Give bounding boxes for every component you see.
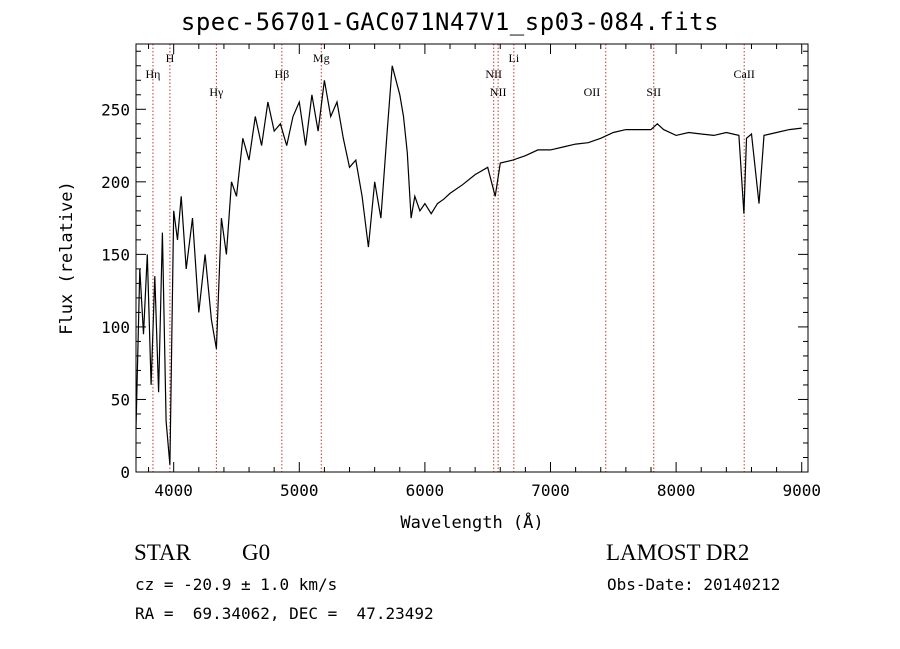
chart-title: spec-56701-GAC071N47V1_sp03-084.fits (180, 8, 720, 36)
object-subclass: G0 (242, 540, 271, 565)
observation-date: Obs-Date: 20140212 (607, 575, 781, 594)
spectral-line-label: SII (646, 85, 661, 99)
y-axis-label: Flux (relative) (57, 181, 77, 335)
spectral-line-label: Hη (145, 67, 160, 81)
spectrum-line (135, 65, 802, 465)
y-tick-label: 200 (101, 173, 130, 192)
x-tick-label: 6000 (406, 481, 445, 500)
spectral-line-label: OII (584, 85, 601, 99)
spectral-line-label: Hγ (209, 85, 224, 99)
y-tick-label: 50 (111, 390, 130, 409)
spectral-line-label: H (166, 51, 175, 65)
object-class: STAR (134, 540, 191, 565)
spectral-line-label: NII (485, 67, 502, 81)
spectral-line-label: Li (508, 51, 519, 65)
x-tick-label: 5000 (280, 481, 319, 500)
survey-name: LAMOST DR2 (606, 540, 750, 565)
coordinates-text: RA = 69.34062, DEC = 47.23492 (135, 604, 434, 623)
spectral-line-label: Hβ (274, 67, 289, 81)
y-tick-label: 150 (101, 245, 130, 264)
y-tick-label: 250 (101, 100, 130, 119)
redshift-text: cz = -20.9 ± 1.0 km/s (135, 575, 338, 594)
y-tick-label: 100 (101, 318, 130, 337)
spectral-line-label: Mg (313, 51, 330, 65)
x-axis-label: Wavelength (Å) (400, 511, 543, 533)
x-tick-label: 8000 (657, 481, 696, 500)
spectral-line-label: CaII (734, 67, 755, 81)
plot-frame (135, 43, 809, 473)
x-tick-label: 4000 (154, 481, 193, 500)
x-tick-label: 9000 (782, 481, 821, 500)
x-tick-label: 7000 (531, 481, 570, 500)
spectral-line-label: NII (490, 85, 507, 99)
y-tick-label: 0 (120, 463, 130, 482)
